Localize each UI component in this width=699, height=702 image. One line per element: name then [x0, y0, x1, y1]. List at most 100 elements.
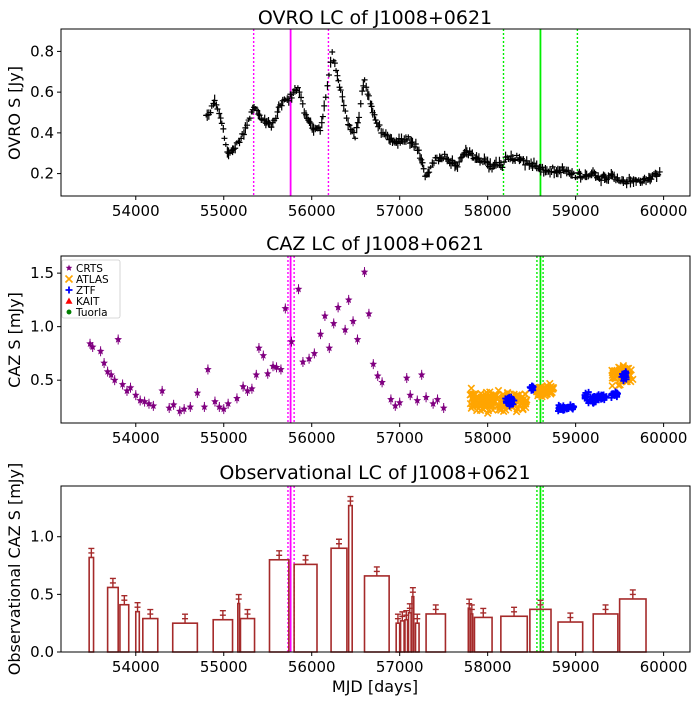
- bar-error-cap: [347, 495, 354, 506]
- ovro-point: [278, 100, 285, 111]
- ovro-point: [513, 152, 520, 159]
- ovro-point: [530, 157, 537, 169]
- ovro-point: [293, 87, 300, 94]
- ovro-point: [298, 93, 305, 102]
- ztf-point: [590, 400, 597, 407]
- y-tick-label: 1.5: [30, 264, 54, 282]
- crts-point: [373, 371, 382, 380]
- atlas-point: [467, 384, 476, 392]
- y-tick-label: 0.2: [30, 165, 54, 183]
- ovro-point: [213, 101, 220, 109]
- flux-bar: [414, 622, 420, 653]
- atlas-point: [474, 401, 483, 409]
- ovro-point: [306, 117, 313, 127]
- ovro-point: [588, 169, 595, 179]
- x-tick-label: 54000: [112, 202, 160, 220]
- atlas-point: [548, 384, 556, 393]
- ovro-point: [353, 121, 360, 134]
- crts-point: [186, 402, 195, 411]
- crts-point: [325, 344, 334, 352]
- atlas-point: [468, 402, 476, 410]
- atlas-point: [608, 371, 617, 380]
- bar-error-cap: [244, 608, 251, 619]
- ovro-point: [639, 180, 646, 186]
- ovro-point: [371, 109, 378, 120]
- y-tick-label: 0.6: [30, 83, 54, 101]
- ovro-point: [321, 100, 328, 112]
- ovro-point: [418, 154, 425, 166]
- ovro-point: [251, 103, 258, 111]
- legend-label-crts: CRTS: [76, 263, 103, 275]
- ztf-point: [621, 370, 628, 377]
- bar-error-cap: [134, 601, 141, 612]
- ztf-point: [65, 286, 73, 294]
- ovro-point: [296, 87, 303, 98]
- y-tick-label: 0.8: [30, 42, 54, 60]
- bar-error-cap: [567, 612, 574, 623]
- flux-bar: [212, 618, 234, 653]
- flux-bar: [470, 613, 474, 653]
- ovro-point: [337, 87, 344, 93]
- observational-title: Observational LC of J1008+0621: [219, 462, 530, 484]
- crts-point: [369, 360, 378, 368]
- caz-ticks: 54000 55000 56000 57000 58000 59000 60000 0.5 1.…: [30, 264, 687, 447]
- ovro-point: [430, 159, 437, 167]
- crts-point: [406, 391, 415, 399]
- crts-point: [353, 335, 362, 343]
- ztf-point: [587, 396, 594, 403]
- ovro-point: [238, 135, 245, 141]
- ovro-point: [619, 175, 626, 185]
- ovro-point: [221, 135, 228, 141]
- crts-point: [96, 347, 105, 355]
- atlas-point: [516, 395, 524, 404]
- ovro-point: [262, 118, 269, 129]
- flux-bar: [142, 617, 159, 653]
- crts-point: [255, 344, 263, 352]
- ovro-point: [404, 137, 411, 143]
- flux-bar: [407, 612, 412, 653]
- y-tick-label: 0.5: [30, 371, 54, 389]
- crts-point: [294, 285, 303, 293]
- flux-bar: [500, 615, 529, 653]
- ovro-point: [325, 72, 332, 78]
- crts-point: [200, 402, 209, 411]
- ovro-point: [372, 116, 379, 124]
- bar-error-cap: [480, 607, 487, 618]
- atlas-point: [519, 405, 527, 414]
- x-tick-label: 58000: [464, 202, 512, 220]
- flux-bar: [134, 610, 141, 653]
- tuorla-marker: [66, 309, 72, 315]
- bar-error-cap: [235, 593, 242, 604]
- ovro-point: [331, 59, 338, 68]
- crts-point: [252, 370, 261, 379]
- bar-error-cap: [409, 586, 416, 597]
- ovro-point: [245, 118, 252, 123]
- ovro-point: [416, 152, 423, 164]
- ovro-point: [363, 82, 370, 92]
- ovro-point: [339, 90, 346, 103]
- ovro-point: [565, 166, 572, 174]
- flux-bar: [119, 603, 130, 653]
- flux-bar: [363, 575, 390, 653]
- y-tick-label: 0.4: [30, 124, 54, 142]
- legend-label-ztf: ZTF: [76, 285, 96, 297]
- ovro-point: [327, 56, 334, 68]
- ovro-point: [567, 170, 574, 179]
- legend-entry-atlas: ATLAS: [76, 274, 109, 286]
- ovro-point: [329, 49, 336, 55]
- ovro-point: [405, 134, 412, 139]
- legend-entry-ztf: ZTF: [76, 285, 96, 297]
- bar-error-cap: [394, 613, 401, 624]
- caz-axes-frame: [60, 255, 691, 424]
- ovro-point: [409, 137, 416, 147]
- flux-bar: [557, 621, 584, 653]
- crts-point: [132, 391, 140, 399]
- ovro-point: [427, 165, 434, 170]
- ovro-point: [275, 101, 282, 113]
- ovro-point: [623, 178, 630, 189]
- observational-ticks: 54000 55000 56000 57000 58000 59000 60000 0.0 0.…: [30, 528, 687, 676]
- crts-point: [316, 330, 325, 338]
- bar-error-cap: [399, 611, 406, 621]
- crts-point: [439, 404, 448, 412]
- crts-point: [417, 370, 426, 379]
